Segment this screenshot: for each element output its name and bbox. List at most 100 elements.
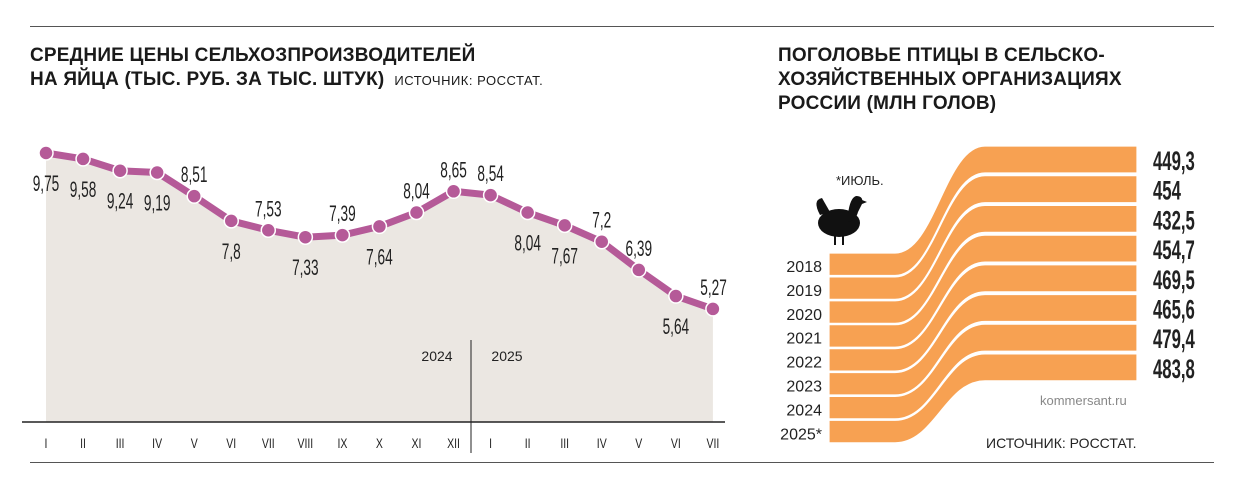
right-title-line3: РОССИИ (МЛН ГОЛОВ) — [778, 93, 997, 114]
data-point — [482, 187, 499, 203]
data-point — [149, 164, 165, 181]
top-rule — [30, 26, 1214, 27]
x-tick-label: V — [635, 436, 643, 452]
x-tick-label: X — [376, 436, 383, 452]
data-label: 8,65 — [440, 157, 467, 182]
year-label: 2019 — [786, 283, 822, 300]
data-point — [223, 213, 239, 229]
data-label: 8,51 — [181, 162, 208, 187]
right-title-line2: ХОЗЯЙСТВЕННЫХ ОРГАНИЗАЦИЯХ — [778, 69, 1122, 90]
data-point — [186, 188, 202, 204]
left-source: ИСТОЧНИК: РОССТАТ. — [394, 73, 544, 88]
data-label: 7,8 — [222, 238, 241, 263]
data-point — [371, 218, 388, 235]
value-label: 454 — [1153, 176, 1181, 206]
left-title-line2: НА ЯЙЦА (ТЫС. РУБ. ЗА ТЫС. ШТУК) — [30, 69, 385, 90]
x-tick-label: I — [489, 436, 492, 452]
year-label-2024: 2024 — [421, 348, 452, 364]
data-label: 7,39 — [329, 201, 356, 226]
x-tick-label: I — [45, 436, 48, 452]
flow-band — [828, 264, 1138, 372]
flow-band — [828, 175, 1138, 300]
flow-band — [828, 234, 1138, 348]
data-point — [705, 301, 721, 317]
left-title: СРЕДНИЕ ЦЕНЫ СЕЛЬХОЗПРОИЗВОДИТЕЛЕЙ НА ЯЙ… — [30, 44, 543, 93]
x-tick-label: IV — [597, 436, 608, 452]
value-label: 483,8 — [1153, 354, 1195, 384]
year-label: 2023 — [786, 379, 822, 396]
value-label: 449,3 — [1153, 146, 1195, 176]
x-tick-label: VII — [706, 436, 719, 452]
data-point — [519, 204, 536, 221]
x-tick-label: XII — [447, 436, 460, 452]
x-tick-label: II — [525, 436, 531, 452]
flow-band — [828, 323, 1138, 420]
footnote: *ИЮЛЬ. — [836, 173, 884, 188]
year-label: 2018 — [786, 259, 822, 276]
data-point — [38, 145, 54, 161]
data-label: 7,33 — [292, 255, 319, 280]
data-label: 8,54 — [477, 161, 504, 186]
data-point — [445, 183, 462, 200]
data-point — [297, 229, 314, 245]
data-point — [75, 151, 91, 167]
flow-band — [828, 353, 1138, 444]
data-label: 8,04 — [514, 230, 541, 255]
year-label-2025: 2025 — [491, 348, 522, 364]
right-title: ПОГОЛОВЬЕ ПТИЦЫ В СЕЛЬСКО- ХОЗЯЙСТВЕННЫХ… — [778, 44, 1122, 116]
bottom-rule — [30, 462, 1214, 463]
data-label: 5,64 — [663, 314, 690, 339]
data-label: 5,27 — [700, 274, 727, 299]
flow-band — [828, 293, 1138, 396]
data-label: 9,58 — [70, 176, 97, 201]
data-point — [668, 288, 684, 304]
x-tick-label: III — [560, 436, 569, 452]
data-point — [556, 217, 573, 234]
value-label: 469,5 — [1153, 265, 1195, 295]
data-point — [408, 204, 425, 221]
flow-band — [828, 204, 1138, 324]
left-title-line1: СРЕДНИЕ ЦЕНЫ СЕЛЬХОЗПРОИЗВОДИТЕЛЕЙ — [30, 45, 476, 66]
data-label: 7,53 — [255, 196, 282, 221]
x-tick-label: V — [191, 436, 199, 452]
x-tick-label: XI — [412, 436, 422, 452]
year-label: 2025* — [780, 426, 822, 443]
right-title-line1: ПОГОЛОВЬЕ ПТИЦЫ В СЕЛЬСКО- — [778, 45, 1105, 66]
data-point — [112, 162, 128, 179]
right-source: ИСТОЧНИК: РОССТАТ. — [986, 435, 1137, 451]
x-tick-label: III — [116, 436, 125, 452]
data-label: 9,24 — [107, 188, 134, 213]
flow-band — [828, 145, 1138, 277]
x-tick-label: II — [80, 436, 86, 452]
x-tick-label: VIII — [297, 436, 313, 452]
data-label: 6,39 — [626, 235, 653, 260]
value-label: 465,6 — [1153, 294, 1195, 324]
watermark: kommersant.ru — [1040, 393, 1127, 408]
x-tick-label: VI — [226, 436, 236, 452]
chicken-icon — [816, 196, 867, 245]
year-label: 2022 — [786, 355, 822, 372]
year-label: 2020 — [786, 307, 822, 324]
data-point — [631, 262, 647, 278]
year-label: 2021 — [786, 331, 822, 348]
data-point — [594, 233, 610, 250]
x-tick-label: IV — [152, 436, 163, 452]
data-label: 7,67 — [551, 243, 578, 268]
data-label: 9,75 — [33, 171, 60, 196]
x-tick-label: VI — [671, 436, 681, 452]
data-label: 8,04 — [403, 178, 430, 203]
year-label: 2024 — [786, 402, 822, 419]
value-label: 454,7 — [1153, 235, 1195, 265]
x-tick-label: IX — [337, 436, 347, 452]
data-point — [260, 222, 277, 239]
data-label: 7,2 — [592, 207, 611, 232]
x-tick-label: VII — [262, 436, 275, 452]
value-label: 432,5 — [1153, 205, 1195, 235]
value-label: 479,4 — [1153, 324, 1195, 354]
data-point — [334, 227, 351, 243]
data-label: 7,64 — [366, 244, 393, 269]
data-label: 9,19 — [144, 190, 171, 215]
